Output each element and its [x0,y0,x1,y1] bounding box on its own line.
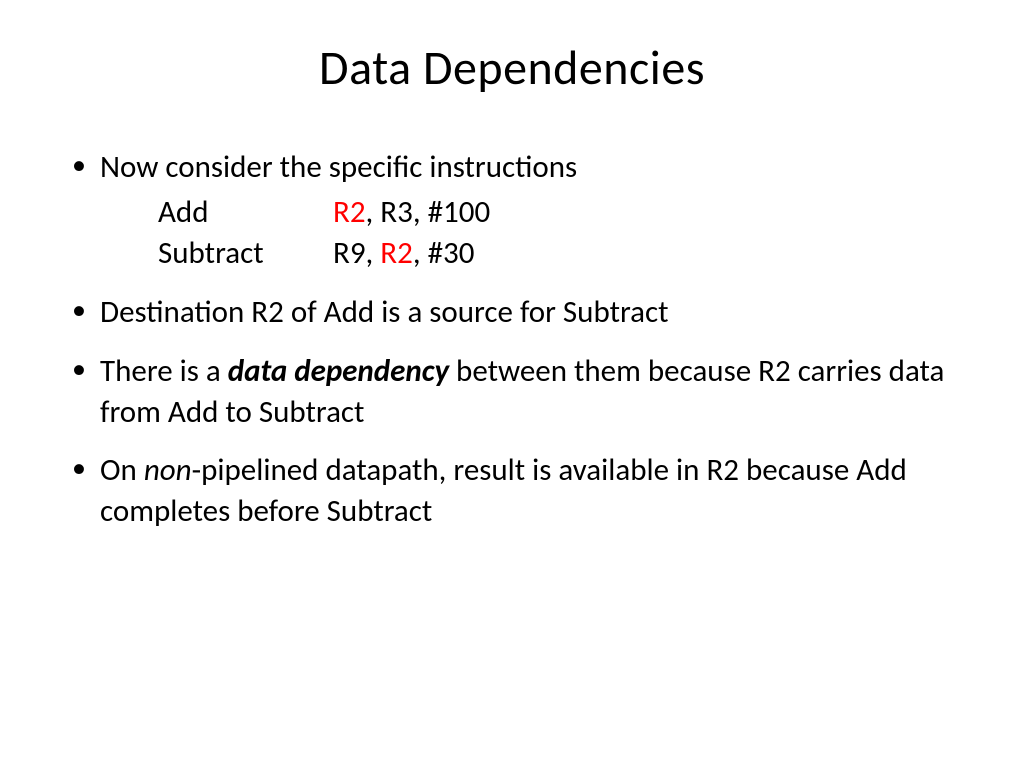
bullet-text: There is a data dependency between them … [100,352,944,431]
bullet-item: Now consider the specific instructions A… [70,147,954,274]
operand: R3 [380,193,413,231]
text-emphasis: data dependency [228,352,449,390]
instruction-operands: R2, R3, #100 [333,192,490,233]
instruction-op: Add [158,192,333,233]
operand-highlight: R2 [380,234,413,272]
operand: R9 [333,234,366,272]
bullet-text: Destination R2 of Add is a source for Su… [100,293,669,331]
bullet-list: Now consider the specific instructions A… [70,147,954,532]
text-emphasis: non [144,451,192,489]
bullet-text: Now consider the specific instructions [100,148,577,186]
slide-title: Data Dependencies [70,38,954,97]
instruction-operands: R9, R2, #30 [333,233,474,274]
operand: #100 [428,193,491,231]
operand: #30 [428,234,475,272]
bullet-item: On non-pipelined datapath, result is ava… [70,450,954,532]
instruction-op: Subtract [158,233,333,274]
slide: Data Dependencies Now consider the speci… [0,0,1024,768]
instruction-row: Subtract R9, R2, #30 [158,233,954,274]
slide-body: Now consider the specific instructions A… [70,147,954,532]
instruction-block: Add R2, R3, #100 Subtract R9, R2, #30 [158,192,954,274]
operand-sep: , [366,193,381,231]
bullet-item: There is a data dependency between them … [70,351,954,433]
operand-sep: , [413,193,428,231]
text-run: On [100,451,144,489]
text-run: There is a [100,352,228,390]
bullet-text: On non-pipelined datapath, result is ava… [100,451,907,530]
instruction-row: Add R2, R3, #100 [158,192,954,233]
text-run: -pipelined datapath, result is available… [100,451,907,530]
operand-highlight: R2 [333,193,366,231]
bullet-item: Destination R2 of Add is a source for Su… [70,292,954,333]
operand-sep: , [413,234,428,272]
operand-sep: , [366,234,381,272]
